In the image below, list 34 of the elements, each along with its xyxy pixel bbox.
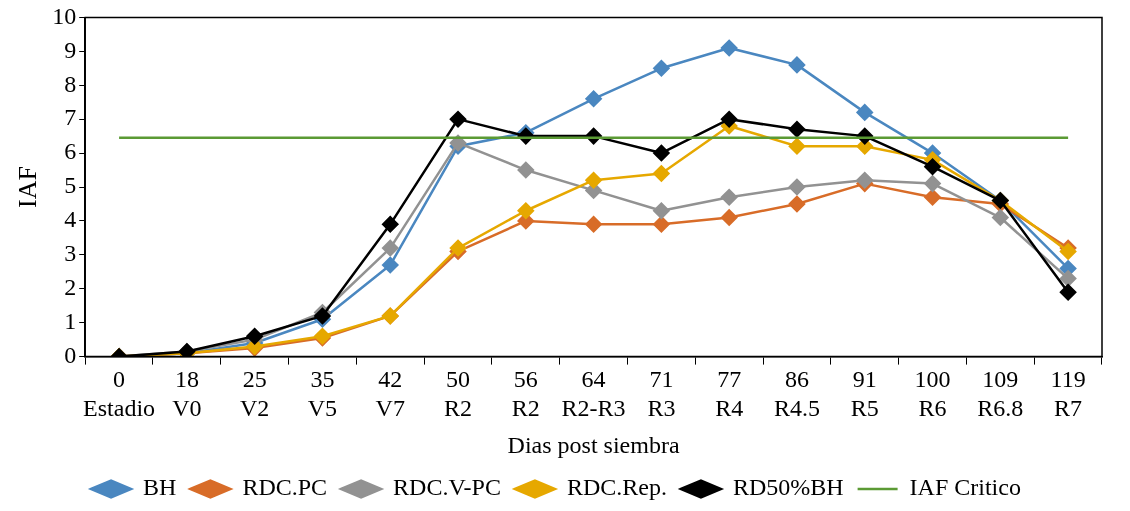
x-tick-label: 100 R6 [914, 366, 951, 422]
y-tick-label: 2 [64, 274, 77, 301]
x-tick-label: 42 V7 [375, 366, 405, 422]
legend-label: BH [143, 474, 177, 501]
y-tick-label: 7 [64, 104, 77, 131]
y-axis-title: IAF [13, 166, 43, 208]
x-tick-label: 119 R7 [1050, 366, 1086, 422]
x-tick-label: 109 R6.8 [977, 366, 1024, 422]
y-tick-label: 1 [64, 307, 77, 334]
legend-label: RDC.Rep. [566, 474, 667, 501]
x-tick-label: 77 R4 [715, 366, 744, 422]
x-tick-label: 91 R5 [850, 366, 879, 422]
x-tick-label: 64 R2-R3 [561, 366, 626, 422]
x-tick-label: 56 R2 [511, 366, 540, 422]
legend-label: IAF Critico [909, 474, 1021, 501]
y-tick-label: 10 [52, 2, 77, 29]
y-tick-label: 8 [64, 70, 77, 97]
x-tick-label: 50 R2 [444, 366, 473, 422]
y-tick-label: 9 [64, 36, 77, 63]
y-tick-label: 6 [64, 138, 77, 165]
x-tick-label: 71 R3 [647, 366, 676, 422]
x-tick-label: 35 V5 [307, 366, 338, 422]
x-tick-label: 86 R4.5 [773, 366, 820, 422]
x-tick-label: 25 V2 [239, 366, 270, 422]
x-axis-title: Dias post siembra [507, 431, 680, 458]
legend-label: RDC.V-PC [393, 474, 501, 501]
y-tick-label: 0 [64, 341, 77, 368]
legend-label: RDC.PC [242, 474, 328, 501]
x-tick-label: 0 Estadio [83, 366, 156, 422]
y-tick-label: 5 [64, 172, 77, 199]
legend-label: RD50%BH [732, 474, 844, 501]
y-tick-label: 4 [64, 206, 77, 233]
y-tick-label: 3 [64, 240, 77, 267]
x-tick-label: 18 V0 [172, 366, 202, 422]
